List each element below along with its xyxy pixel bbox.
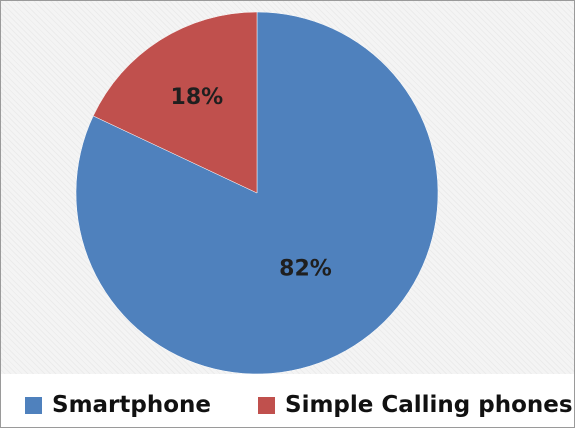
- slice-label-smartphone: 82%: [279, 256, 332, 281]
- legend-swatch-simple-calling-phones: [258, 396, 275, 414]
- legend-band: [1, 374, 574, 427]
- legend-swatch-smartphone: [25, 396, 42, 414]
- legend-item-simple-calling-phones: Simple Calling phones: [258, 390, 573, 420]
- legend-item-smartphone: Smartphone: [25, 390, 211, 420]
- legend-label-simple-calling-phones: Simple Calling phones: [285, 392, 573, 418]
- slice-simple-calling-phones: [92, 11, 258, 194]
- slice-label-simple-calling-phones: 18%: [171, 85, 224, 110]
- legend-label-smartphone: Smartphone: [52, 392, 212, 418]
